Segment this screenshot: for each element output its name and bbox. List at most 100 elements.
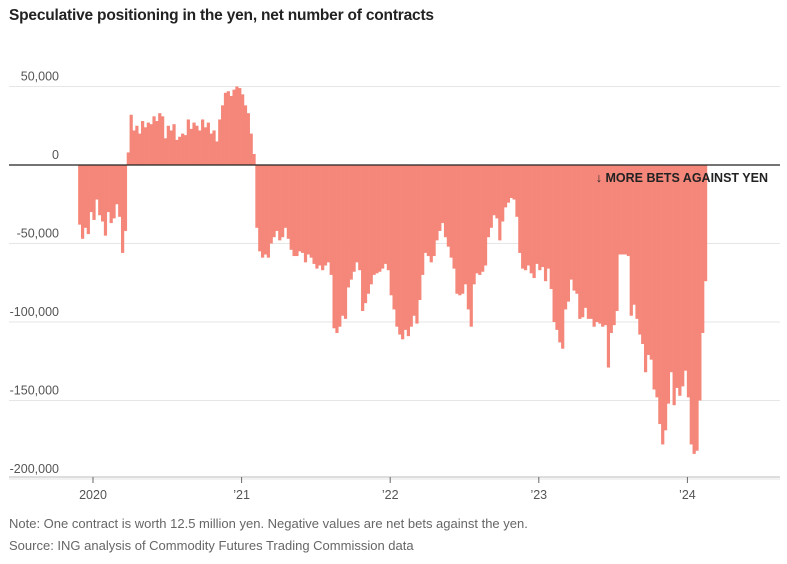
bar (646, 165, 651, 355)
bar (678, 165, 682, 396)
bar (149, 124, 153, 165)
bar (621, 165, 625, 255)
bar (181, 133, 185, 165)
bar (418, 165, 422, 301)
bar (198, 130, 202, 165)
bar (441, 165, 445, 224)
bar (435, 165, 439, 241)
bar (469, 165, 473, 327)
bar (358, 165, 362, 271)
bar (683, 165, 688, 371)
bar (492, 165, 496, 216)
bar (338, 165, 342, 327)
bar (569, 165, 573, 280)
bar (672, 165, 676, 406)
bar (481, 165, 485, 272)
bar (666, 165, 671, 404)
bar (346, 165, 350, 288)
bar (675, 165, 679, 388)
bar (78, 165, 82, 225)
bar (432, 165, 436, 257)
bar (363, 165, 368, 304)
bar (103, 165, 108, 236)
bar (572, 165, 576, 291)
bar (223, 92, 228, 165)
bar (232, 89, 236, 165)
bar (446, 165, 450, 247)
bar (612, 165, 616, 326)
x-tick-label: ’21 (233, 488, 250, 502)
bar (535, 165, 539, 264)
bar (255, 165, 259, 228)
bar (415, 165, 419, 324)
bar (641, 165, 645, 344)
bar (532, 165, 536, 279)
bar (378, 165, 382, 272)
bar (252, 154, 256, 165)
bar (306, 165, 310, 255)
y-tick-label: -100,000 (10, 305, 59, 319)
x-tick-label: ’22 (382, 488, 399, 502)
bar (152, 116, 156, 165)
bar (101, 165, 105, 222)
bar (215, 141, 219, 165)
bar (695, 165, 699, 451)
bar (512, 165, 516, 200)
annotation-more-bets-against-yen: ↓ MORE BETS AGAINST YEN (596, 171, 768, 185)
bar (246, 113, 250, 165)
bar (406, 165, 410, 337)
bar (643, 165, 648, 373)
bar (163, 138, 168, 165)
bar (318, 165, 322, 266)
bar (552, 165, 556, 322)
bar (452, 165, 456, 269)
bar (669, 165, 673, 373)
bar (421, 165, 425, 275)
x-tick-label: ’24 (679, 488, 696, 502)
bar (83, 165, 88, 228)
y-tick-label: 50,000 (21, 70, 59, 84)
bar (529, 165, 533, 274)
bar (583, 165, 588, 308)
bar (483, 165, 488, 266)
bar (89, 165, 93, 213)
bar (701, 165, 705, 333)
bar (543, 165, 548, 282)
bar (541, 165, 545, 268)
bar-series (78, 86, 708, 454)
bar (315, 165, 319, 269)
bar (526, 165, 531, 266)
x-tick-label: ’23 (530, 488, 547, 502)
bar (629, 165, 633, 316)
bar (226, 91, 230, 165)
bar (206, 122, 210, 165)
bar (158, 113, 162, 165)
bar (229, 95, 233, 165)
bar (323, 165, 328, 266)
bar (389, 165, 393, 296)
bar (578, 165, 582, 319)
bar (218, 119, 222, 165)
bar (272, 165, 276, 238)
bar (615, 165, 619, 312)
bar (609, 165, 613, 333)
bar (138, 133, 142, 165)
bar (438, 165, 442, 231)
bar (369, 165, 373, 285)
bar (603, 165, 608, 326)
bar (192, 122, 196, 165)
bar (269, 165, 273, 244)
bar (343, 165, 348, 319)
bar (575, 165, 579, 294)
bar (203, 127, 208, 165)
bar (443, 165, 448, 238)
bar (652, 165, 656, 390)
bar (135, 125, 139, 165)
bar (309, 165, 313, 258)
bar (586, 165, 591, 319)
bar (632, 165, 636, 305)
bar (326, 165, 330, 263)
bar (178, 136, 182, 165)
bar (592, 165, 596, 327)
bar (109, 165, 113, 224)
